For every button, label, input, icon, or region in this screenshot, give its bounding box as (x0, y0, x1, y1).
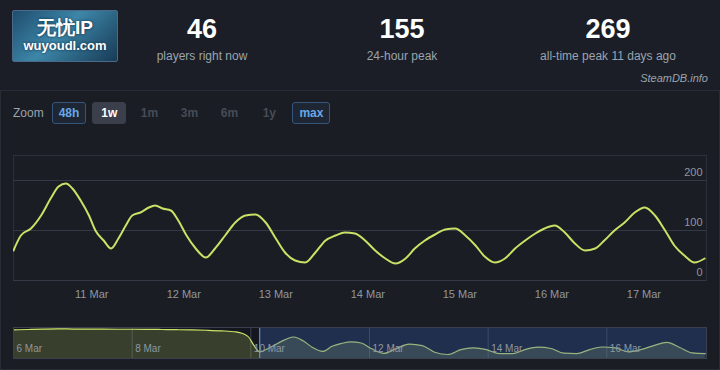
html-text:Zoom: Zoom (13, 106, 44, 120)
svg-text:12 Mar: 12 Mar (372, 343, 404, 354)
html-text:players right now: players right now (156, 49, 248, 63)
html-text:3m: 3m (180, 106, 198, 120)
svg-text:100: 100 (684, 216, 702, 228)
svg-text:0: 0 (696, 266, 702, 278)
html-text:all-time peak 11 days ago: all-time peak 11 days ago (540, 49, 676, 63)
svg-text:12 Mar: 12 Mar (167, 288, 202, 300)
svg-text:8 Mar: 8 Mar (135, 343, 161, 354)
svg-text:16 Mar: 16 Mar (610, 343, 642, 354)
svg-text:17 Mar: 17 Mar (627, 288, 662, 300)
html-text:24-hour peak: 24-hour peak (366, 49, 438, 63)
html-text:1m: 1m (140, 106, 158, 120)
html-text:1w: 1w (101, 106, 118, 120)
svg-text:13 Mar: 13 Mar (259, 288, 294, 300)
html-text:269: 269 (585, 14, 631, 44)
html-text:max: max (299, 106, 324, 120)
html-text:155: 155 (379, 14, 425, 44)
html-text:1y: 1y (262, 106, 276, 120)
svg-text:14 Mar: 14 Mar (491, 343, 523, 354)
svg-text:6 Mar: 6 Mar (17, 343, 43, 354)
html-text:SteamDB.info: SteamDB.info (640, 72, 708, 84)
html-text:6m: 6m (220, 106, 238, 120)
svg-text:15 Mar: 15 Mar (443, 288, 478, 300)
svg-text:11 Mar: 11 Mar (75, 288, 109, 300)
svg-text:200: 200 (684, 166, 702, 178)
html-text:无忧IP: 无忧IP (37, 17, 93, 39)
svg-text:14 Mar: 14 Mar (351, 288, 386, 300)
html-text:46: 46 (187, 14, 217, 44)
html-text:48h: 48h (58, 106, 80, 120)
html-text:wuyoudl.com: wuyoudl.com (23, 38, 107, 54)
svg-text:16 Mar: 16 Mar (535, 288, 570, 300)
svg-text:10 Mar: 10 Mar (254, 343, 286, 354)
